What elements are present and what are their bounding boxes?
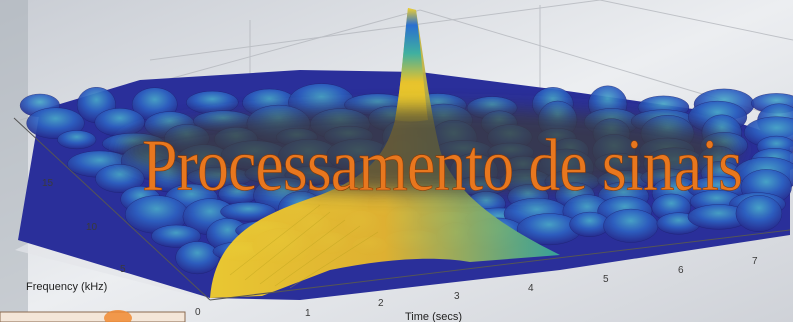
x-tick-7: 7 bbox=[752, 256, 758, 267]
y-tick-5: 5 bbox=[120, 264, 126, 275]
surface-bump bbox=[151, 224, 202, 248]
inset-box bbox=[0, 311, 186, 322]
page-title: Processamento de sinais bbox=[142, 125, 742, 207]
surface-bump bbox=[94, 108, 145, 137]
x-tick-0: 0 bbox=[195, 307, 201, 318]
surface-bump bbox=[603, 208, 659, 243]
surface-bump bbox=[175, 241, 220, 275]
surface-bump bbox=[186, 90, 239, 115]
ridge-striations bbox=[229, 204, 379, 289]
axis-lines bbox=[13, 117, 791, 301]
main-peak bbox=[395, 8, 428, 122]
x-tick-5: 5 bbox=[603, 274, 609, 285]
x-axis-label: Time (secs) bbox=[405, 311, 462, 322]
surface-bump bbox=[735, 195, 783, 232]
x-tick-4: 4 bbox=[528, 283, 534, 294]
y-axis-label: Frequency (kHz) bbox=[26, 281, 107, 293]
x-tick-1: 1 bbox=[305, 308, 311, 319]
left-texture bbox=[0, 0, 28, 322]
x-tick-3: 3 bbox=[454, 291, 460, 302]
inset-blob bbox=[104, 310, 132, 322]
surface-bump bbox=[95, 164, 145, 193]
surface-bump bbox=[57, 130, 97, 150]
title-shadow bbox=[120, 108, 740, 192]
y-tick-15: 15 bbox=[42, 178, 54, 189]
x-tick-2: 2 bbox=[378, 298, 384, 309]
x-tick-6: 6 bbox=[678, 265, 684, 276]
y-tick-10: 10 bbox=[86, 222, 98, 233]
